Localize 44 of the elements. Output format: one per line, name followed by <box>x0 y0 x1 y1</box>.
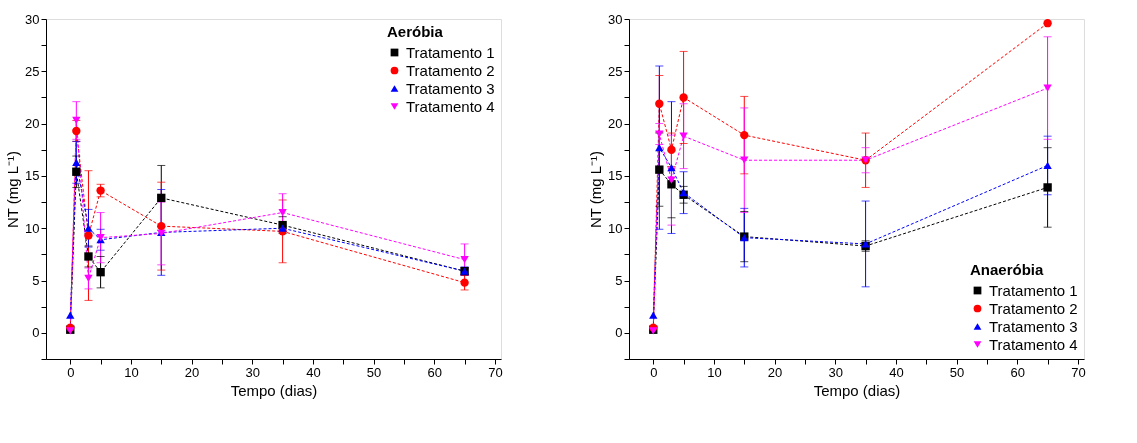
x-tick-label: 20 <box>184 364 200 380</box>
x-tick-label: 0 <box>67 364 75 380</box>
legend-label: Tratamento 2 <box>989 299 1078 317</box>
x-tick-label: 30 <box>828 364 843 380</box>
legend-label: Tratamento 3 <box>406 79 495 97</box>
x-tick-label: 50 <box>366 364 382 380</box>
y-tick-label: 15 <box>25 168 40 184</box>
x-tick-label: 70 <box>488 364 503 380</box>
x-tick-label: 0 <box>650 364 658 380</box>
y-tick-label: 30 <box>25 11 40 27</box>
x-tick-label: 60 <box>1010 364 1025 380</box>
y-tick-label: 20 <box>608 116 623 132</box>
legend-title: Anaeróbia <box>970 261 1045 278</box>
y-tick-label: 5 <box>32 273 40 289</box>
y-axis-title: NT (mg L⁻¹) <box>587 150 605 229</box>
y-axis-title: NT (mg L⁻¹) <box>4 150 22 229</box>
x-tick-label: 40 <box>889 364 904 380</box>
y-tick-label: 0 <box>32 325 40 341</box>
y-tick-label: 25 <box>608 63 623 79</box>
x-tick-label: 10 <box>124 364 139 380</box>
y-tick-label: 0 <box>615 325 623 341</box>
legend-label: Tratamento 3 <box>989 317 1078 335</box>
x-tick-label: 40 <box>306 364 321 380</box>
x-axis-title: Tempo (dias) <box>230 381 318 399</box>
legend-label: Tratamento 1 <box>989 281 1078 299</box>
x-tick-label: 50 <box>949 364 965 380</box>
legend-title: Aeróbia <box>387 23 444 40</box>
x-tick-label: 10 <box>707 364 722 380</box>
legend-label: Tratamento 4 <box>989 335 1078 353</box>
y-tick-label: 20 <box>25 116 40 132</box>
y-tick-label: 10 <box>25 220 40 236</box>
y-tick-label: 15 <box>608 168 623 184</box>
x-axis-title: Tempo (dias) <box>813 381 901 399</box>
y-tick-label: 5 <box>615 273 623 289</box>
legend-label: Tratamento 1 <box>406 43 495 61</box>
y-tick-label: 25 <box>25 63 40 79</box>
y-tick-label: 10 <box>608 220 623 236</box>
x-tick-label: 70 <box>1071 364 1086 380</box>
y-tick-label: 30 <box>608 11 623 27</box>
x-tick-label: 20 <box>767 364 783 380</box>
x-tick-label: 60 <box>427 364 442 380</box>
x-tick-label: 30 <box>245 364 260 380</box>
legend-label: Tratamento 2 <box>406 61 495 79</box>
legend-label: Tratamento 4 <box>406 97 495 115</box>
